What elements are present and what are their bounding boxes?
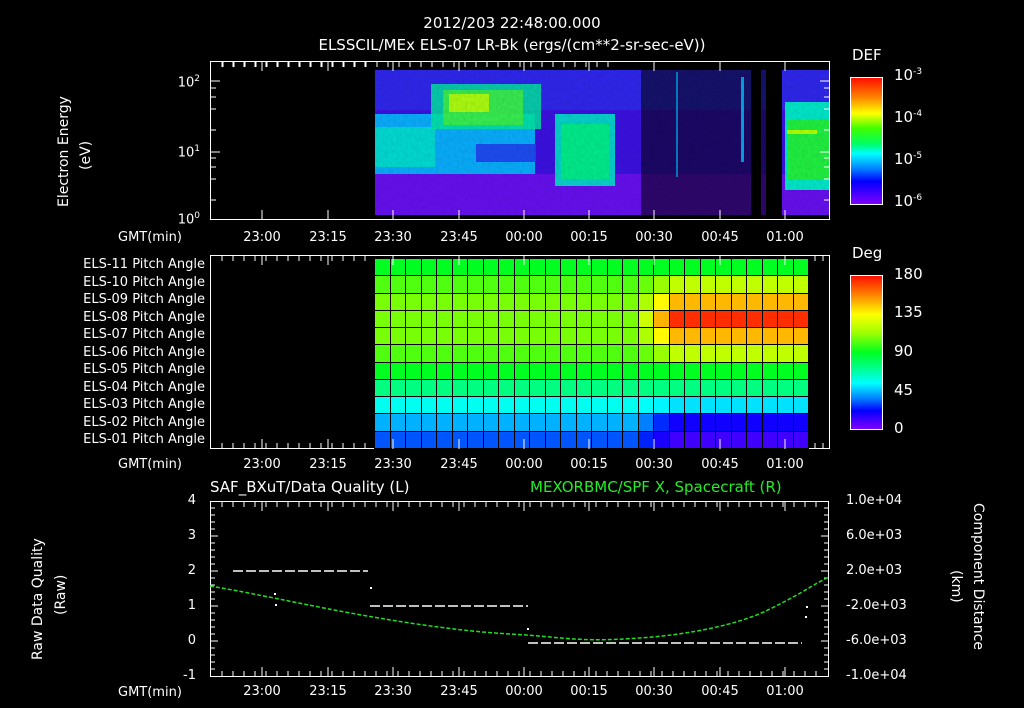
- distance-ylabel: Component Distance: [970, 503, 986, 650]
- energy-ytick-100: 102: [177, 74, 200, 91]
- plot-timestamp: 2012/203 22:48:00.000: [423, 14, 601, 32]
- data-quality-ylabel: Raw Data Quality: [30, 538, 46, 660]
- xtick-label: 01:00: [766, 230, 804, 245]
- pitch-angle-panel: [210, 255, 830, 449]
- distance-ytick: -1.0e+04: [846, 668, 907, 683]
- xtick-label: 23:15: [309, 230, 347, 245]
- distance-ytick: -2.0e+03: [846, 598, 907, 613]
- plot-subtitle: ELSSCIL/MEx ELS-07 LR-Bk (ergs/(cm**2-sr…: [318, 36, 706, 54]
- pitch-angle-row-label: ELS-06 Pitch Angle: [83, 344, 205, 360]
- dq-ytick: 2: [187, 563, 196, 578]
- orbit-title: MEXORBMC/SPF X, Spacecraft (R): [530, 478, 782, 496]
- deg-colorbar-tick: 180: [894, 265, 923, 283]
- data-quality-title: SAF_BXuT/Data Quality (L): [210, 478, 410, 496]
- energy-spectrogram-panel: [210, 61, 830, 220]
- xtick-label: 00:30: [635, 230, 673, 245]
- deg-colorbar-tick: 90: [894, 342, 914, 360]
- dq-xlabel: GMT(min): [118, 685, 182, 700]
- energy-spectrogram: [375, 70, 829, 215]
- pitch-angle-row-label: ELS-03 Pitch Angle: [83, 397, 205, 412]
- dq-ytick: 0: [187, 633, 196, 648]
- xtick-label: 00:15: [570, 684, 608, 699]
- dq-ytick: 1: [187, 598, 196, 613]
- pitch-angle-grid: [374, 258, 809, 449]
- pitch-angle-row-label: ELS-02 Pitch Angle: [83, 414, 205, 430]
- xtick-label: 00:45: [701, 684, 739, 699]
- def-colorbar-tick: 10-5: [894, 150, 923, 168]
- energy-ytick-1: 100: [177, 211, 200, 228]
- xtick-label: 01:00: [766, 684, 804, 699]
- deg-colorbar-title: Deg: [852, 244, 883, 262]
- pitch-angle-row-label: ELS-10 Pitch Angle: [83, 274, 205, 290]
- xtick-label: 01:00: [766, 457, 804, 472]
- distance-ytick: 1.0e+04: [846, 493, 903, 508]
- xtick-label: 00:00: [505, 230, 543, 245]
- xtick-label: 23:30: [374, 684, 412, 699]
- deg-colorbar-tick: 135: [894, 303, 923, 321]
- distance-ytick: -6.0e+03: [846, 633, 907, 648]
- data-quality-yunit: (Raw): [53, 574, 69, 615]
- xtick-label: 00:30: [635, 684, 673, 699]
- xtick-label: 00:15: [570, 457, 608, 472]
- xtick-label: 23:15: [309, 457, 347, 472]
- pitch-xlabel: GMT(min): [118, 457, 182, 472]
- distance-ytick: 6.0e+03: [846, 528, 903, 543]
- energy-yunit: (eV): [78, 140, 94, 170]
- dq-ytick: 4: [187, 493, 196, 508]
- orbit-x-line: [210, 576, 829, 641]
- xtick-label: 23:00: [243, 684, 281, 699]
- deg-colorbar-tick: 45: [894, 381, 914, 399]
- pitch-angle-row-label: ELS-08 Pitch Angle: [83, 309, 205, 325]
- pitch-angle-row-label: ELS-09 Pitch Angle: [83, 292, 205, 307]
- def-colorbar-tick: 10-3: [894, 66, 923, 84]
- xtick-label: 00:00: [505, 457, 543, 472]
- pitch-axis-ticks: [221, 255, 824, 449]
- xtick-label: 00:45: [701, 457, 739, 472]
- xtick-label: 00:45: [701, 230, 739, 245]
- xtick-label: 23:45: [440, 230, 478, 245]
- def-colorbar-title: DEF: [852, 46, 882, 64]
- distance-ytick: 2.0e+03: [846, 563, 903, 578]
- xtick-label: 23:00: [243, 457, 281, 472]
- energy-ylabel: Electron Energy: [56, 96, 72, 207]
- xtick-label: 23:30: [374, 230, 412, 245]
- xtick-label: 00:30: [635, 457, 673, 472]
- xtick-label: 23:45: [440, 457, 478, 472]
- energy-ytick-10: 101: [177, 144, 200, 161]
- pitch-angle-row-label: ELS-11 Pitch Angle: [83, 257, 205, 272]
- pitch-angle-row-label: ELS-07 Pitch Angle: [83, 327, 205, 342]
- distance-yunit: (km): [948, 570, 964, 603]
- def-colorbar-tick: 10-4: [894, 108, 923, 126]
- pitch-angle-row-label: ELS-01 Pitch Angle: [83, 432, 205, 447]
- pitch-angle-cell: [792, 430, 809, 449]
- xtick-label: 23:45: [440, 684, 478, 699]
- dq-ytick: 3: [187, 528, 196, 543]
- deg-colorbar-tick: 0: [894, 419, 904, 437]
- data-quality-plot: [210, 501, 829, 677]
- xtick-label: 00:00: [505, 684, 543, 699]
- xtick-label: 23:15: [309, 684, 347, 699]
- pitch-angle-row-label: ELS-04 Pitch Angle: [83, 379, 205, 395]
- deg-colorbar: [850, 275, 883, 430]
- def-colorbar-tick: 10-6: [894, 192, 923, 210]
- xtick-label: 00:15: [570, 230, 608, 245]
- energy-xlabel: GMT(min): [118, 230, 182, 245]
- xtick-label: 23:30: [374, 457, 412, 472]
- pitch-angle-row-label: ELS-05 Pitch Angle: [83, 362, 205, 377]
- def-colorbar: [850, 77, 883, 205]
- energy-axis-ticks: [210, 61, 830, 220]
- dq-ytick: -1: [183, 668, 196, 683]
- xtick-label: 23:00: [243, 230, 281, 245]
